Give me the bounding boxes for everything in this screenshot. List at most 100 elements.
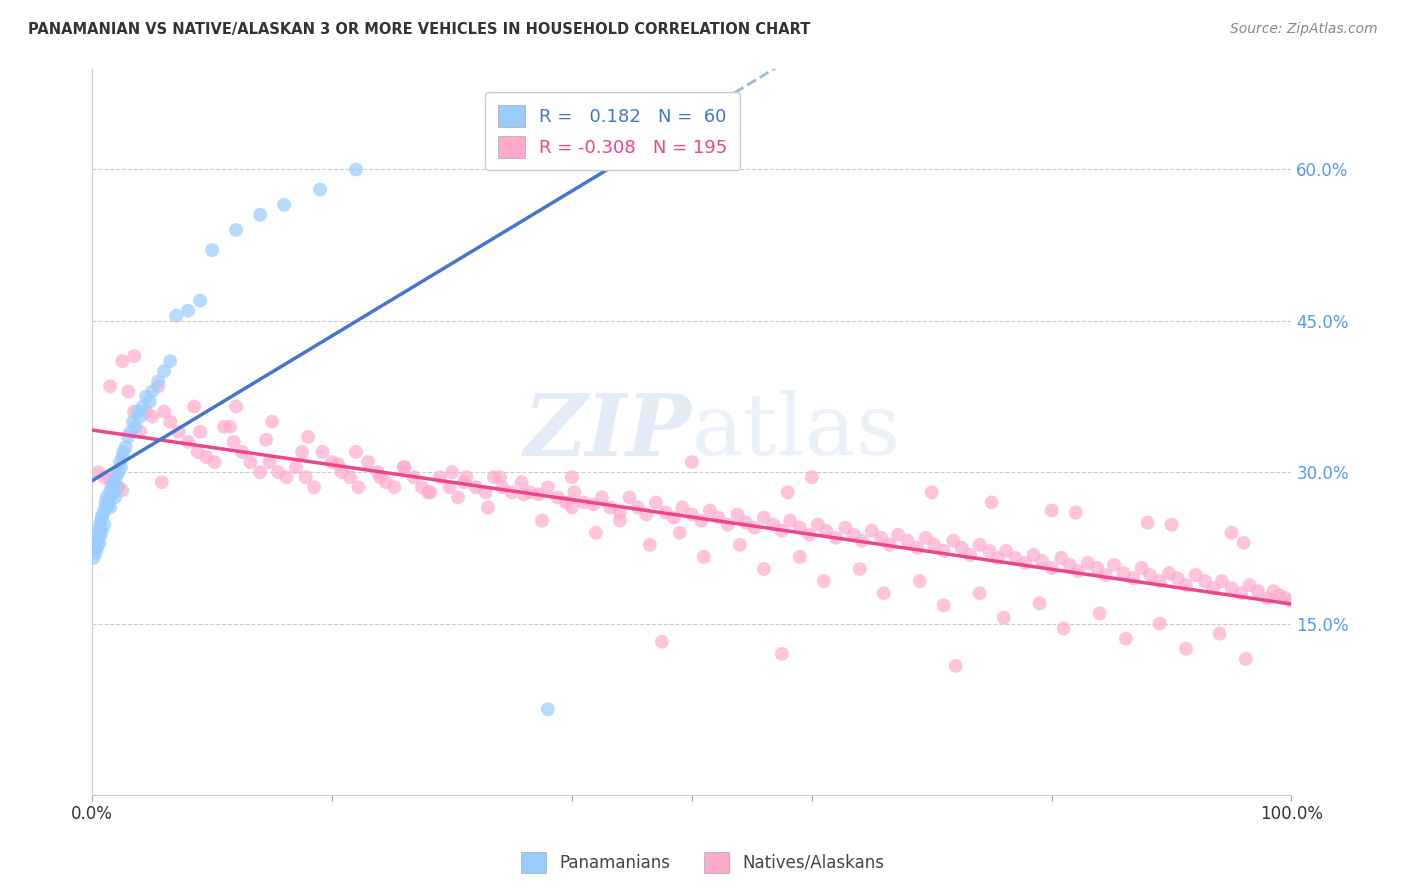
Point [453,475,475,490]
Point [513,487,536,501]
Point [527,487,550,501]
Point [259,455,281,469]
Point [681,455,703,469]
Point [98,379,121,393]
Point [1139,568,1161,582]
Point [90,527,112,541]
Point [1094,568,1116,582]
Point [1077,556,1099,570]
Point [987,550,1010,565]
Point [537,702,560,716]
Point [321,455,343,469]
Point [922,538,945,552]
Point [1263,584,1285,599]
Point [344,445,367,459]
Point [995,544,1018,558]
Point [231,445,253,459]
Point [153,404,176,418]
Point [662,510,685,524]
Point [789,549,811,564]
Point [108,455,131,469]
Point [789,521,811,535]
Point [97,498,120,512]
Point [707,510,730,524]
Point [86,531,108,545]
Point [582,498,605,512]
Point [357,455,380,469]
Point [249,208,271,222]
Point [1174,578,1197,592]
Point [489,470,512,484]
Point [225,400,247,414]
Point [669,525,692,540]
Point [1028,596,1050,610]
Point [127,404,149,418]
Point [547,491,569,505]
Point [285,460,308,475]
Point [477,500,499,515]
Point [330,465,353,479]
Point [159,415,181,429]
Point [887,527,910,541]
Point [1102,558,1125,572]
Point [225,223,247,237]
Point [1130,561,1153,575]
Point [1184,568,1206,582]
Point [129,409,152,424]
Point [752,510,775,524]
Point [879,538,901,552]
Point [654,506,676,520]
Point [212,419,235,434]
Point [842,527,865,541]
Point [585,525,607,540]
Point [98,485,121,500]
Point [1160,517,1182,532]
Point [537,480,560,494]
Point [122,415,145,429]
Point [302,480,325,494]
Point [84,546,107,560]
Point [276,470,298,484]
Point [347,480,370,494]
Point [860,524,883,538]
Point [384,480,406,494]
Point [411,480,433,494]
Point [254,433,277,447]
Point [110,460,132,475]
Point [89,521,111,535]
Point [146,379,169,393]
Point [344,162,367,177]
Point [681,508,703,522]
Point [561,500,583,515]
Point [112,445,135,459]
Point [491,480,513,494]
Point [419,485,441,500]
Point [1208,626,1230,640]
Point [103,475,125,490]
Point [392,460,415,475]
Point [1050,550,1073,565]
Point [177,434,200,449]
Point [105,470,128,484]
Point [1211,574,1233,588]
Point [1194,574,1216,588]
Point [914,531,936,545]
Point [530,514,553,528]
Point [1136,516,1159,530]
Point [131,400,153,414]
Point [671,500,693,515]
Point [456,470,478,484]
Point [734,516,756,530]
Point [1174,641,1197,656]
Point [800,470,823,484]
Point [776,485,799,500]
Point [554,495,576,509]
Point [993,610,1015,624]
Point [124,419,146,434]
Point [725,508,748,522]
Point [111,483,134,498]
Point [979,544,1001,558]
Point [146,375,169,389]
Point [368,470,391,484]
Point [807,517,830,532]
